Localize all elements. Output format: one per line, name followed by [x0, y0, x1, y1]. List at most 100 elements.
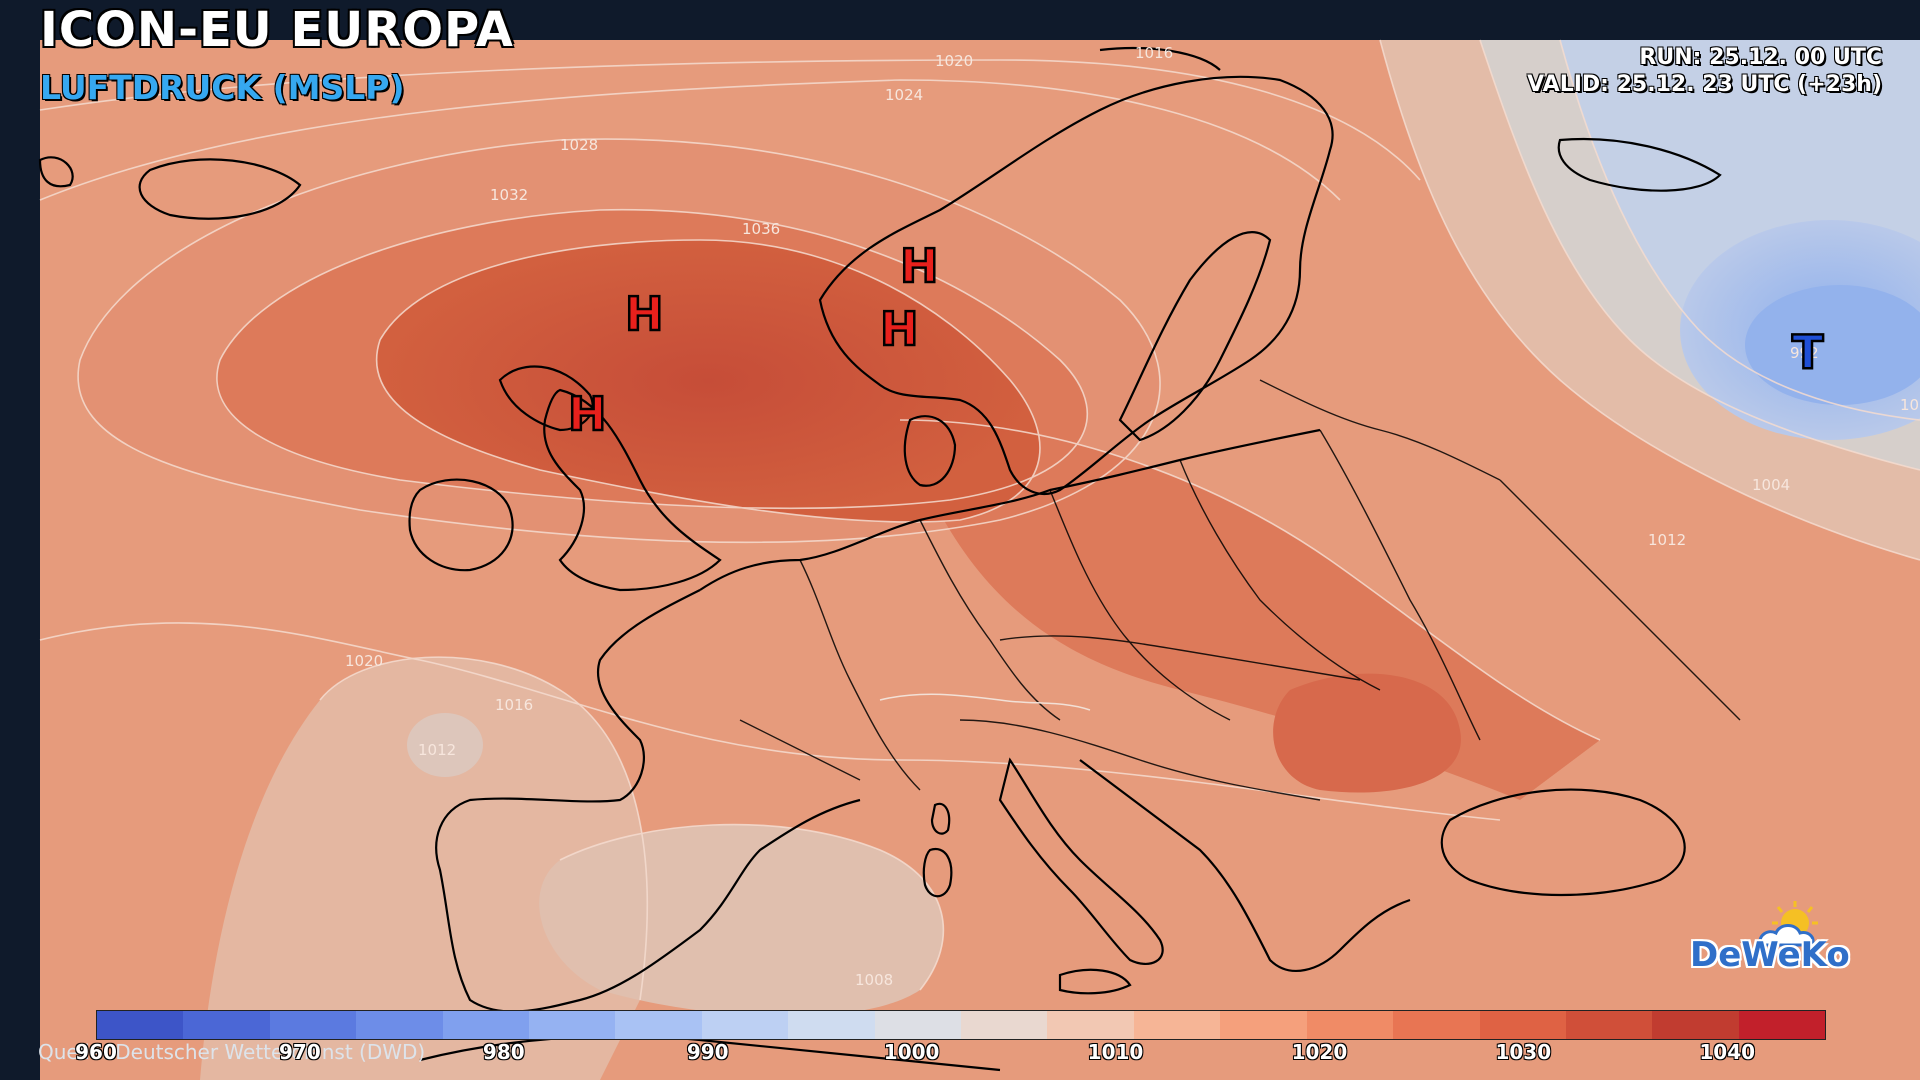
coastline-italy: [998, 757, 1164, 965]
isobar-line: [1479, 39, 1920, 471]
border-line: [1499, 479, 1741, 721]
isobar-label: 1012: [1648, 531, 1686, 549]
data-source-credit: Quelle: Deutscher Wetterdienst (DWD): [38, 1040, 426, 1064]
coastline-great-britain: [543, 388, 722, 592]
alps-outline: [879, 693, 1091, 711]
isobar-line: [899, 419, 1601, 741]
colorbar-swatch: [183, 1011, 270, 1039]
country-borders: [739, 379, 1741, 801]
colorbar-swatch: [1133, 1011, 1221, 1039]
isobar-label: 1008: [855, 971, 893, 989]
coastline-sicily: [1058, 968, 1132, 995]
pressure-zone-1036: [376, 240, 1040, 522]
high-pressure-marker: H: [625, 287, 664, 341]
isobar-label: 1012: [418, 741, 456, 759]
border-line: [1049, 489, 1231, 721]
coastline-top-islands: [1099, 46, 1221, 71]
colorbar-swatch: [874, 1011, 962, 1039]
coastline-iceland: [138, 158, 302, 220]
isobar-label: 992: [1790, 344, 1819, 362]
isobar-line: [216, 208, 1089, 510]
pressure-centers: H H H H T: [567, 238, 1826, 443]
border-line: [739, 719, 861, 781]
coastline-continent-north: [699, 428, 1321, 591]
coastline-scandinavia: [818, 75, 1334, 495]
sun-cloud-icon: [1758, 901, 1818, 947]
colorbar-swatch: [1738, 1011, 1826, 1039]
colorbar-tick-label: 990: [686, 1040, 729, 1064]
coastline-sardinia: [922, 847, 953, 898]
border-line: [799, 559, 921, 791]
border-line: [1259, 379, 1501, 481]
isobar-line: [1379, 39, 1920, 561]
isobar-line: [375, 239, 1041, 523]
isobar-labels: 1016 1020 1024 1028 1032 1036 1020 1016 …: [345, 44, 1920, 989]
colorbar-tick-label: 1020: [1291, 1040, 1348, 1064]
isobar-line: [77, 138, 1161, 544]
coastline-arctic-island: [1557, 137, 1722, 192]
coastline-black-sea: [1440, 788, 1686, 897]
colorbar-swatch: [1652, 1011, 1739, 1039]
isobar-line: [319, 656, 648, 1001]
border-line: [919, 519, 1061, 721]
logo-text: DeWeKo: [1690, 935, 1850, 975]
pressure-zone-southwest-1012: [407, 713, 483, 777]
colorbar-swatch: [615, 1011, 702, 1039]
coastline-france-iberia: [435, 589, 861, 1013]
colorbar-tick-label: 970: [279, 1040, 321, 1064]
isobar-label: 1024: [885, 86, 923, 104]
coastline-ireland: [408, 478, 514, 572]
colorbar-ticks: 960 970 980 990 1000 1010 1020 1030 1040: [75, 1038, 1824, 1068]
isobar-label: 1016: [1135, 44, 1173, 62]
low-pressure-marker: T: [1792, 325, 1824, 379]
colorbar-tick-label: 1010: [1087, 1040, 1144, 1064]
colorbar-swatch: [1220, 1011, 1307, 1039]
pressure-zone-med: [539, 824, 944, 1017]
colorbar-swatch: [356, 1011, 443, 1039]
colorbar-swatch: [97, 1011, 184, 1039]
coastlines: [38, 46, 1722, 1072]
isobar-line: [1559, 39, 1920, 421]
deweko-logo[interactable]: DeWeKo: [1690, 901, 1890, 985]
coastline-corsica: [930, 802, 951, 835]
colorbar-swatch: [269, 1011, 357, 1039]
isobar-label: 1036: [742, 220, 780, 238]
border-line: [999, 635, 1361, 681]
colorbar-swatch: [529, 1011, 616, 1039]
colorbar-swatch: [1565, 1011, 1653, 1039]
border-line: [1179, 459, 1381, 691]
isobar-label: 1020: [935, 52, 973, 70]
isobar-label: 1012: [1900, 396, 1920, 414]
isobar-lines: [39, 39, 1920, 1001]
border-line: [959, 719, 1321, 801]
colorbar-swatch: [442, 1011, 530, 1039]
colorbar-tick-label: 1030: [1495, 1040, 1552, 1064]
colorbar-swatch: [1393, 1011, 1480, 1039]
isobar-label: 1028: [560, 136, 598, 154]
isobar-label: 1016: [495, 696, 533, 714]
colorbar-swatch: [701, 1011, 789, 1039]
pressure-colorbar: [96, 1010, 1826, 1040]
coastline-denmark: [903, 415, 957, 487]
colorbar-tick-label: 1040: [1699, 1040, 1756, 1064]
coastline-greenland-tip: [38, 156, 74, 188]
valid-time: VALID: 25.12. 23 UTC (+23h): [1527, 72, 1882, 97]
colorbar-swatch: [1306, 1011, 1394, 1039]
isobar-line: [39, 59, 1421, 181]
high-pressure-marker: H: [568, 387, 607, 441]
coastline-balkans: [1079, 759, 1411, 972]
map-subtitle: LUFTDRUCK (MSLP): [40, 68, 405, 107]
high-pressure-marker: H: [880, 302, 919, 356]
pressure-zone-romania: [1273, 673, 1461, 793]
colorbar-swatch: [788, 1011, 875, 1039]
coastline-north-africa: [419, 1035, 1001, 1072]
map-title: ICON-EU EUROPA: [40, 2, 514, 58]
high-pressure-marker: H: [900, 239, 939, 293]
run-info: RUN: 25.12. 00 UTC VALID: 25.12. 23 UTC …: [1527, 44, 1882, 98]
isobar-line: [559, 823, 945, 991]
pressure-zone-southwest: [200, 657, 648, 1080]
colorbar-swatch: [1479, 1011, 1566, 1039]
coastline-gulf-of-bothnia: [1118, 231, 1272, 442]
